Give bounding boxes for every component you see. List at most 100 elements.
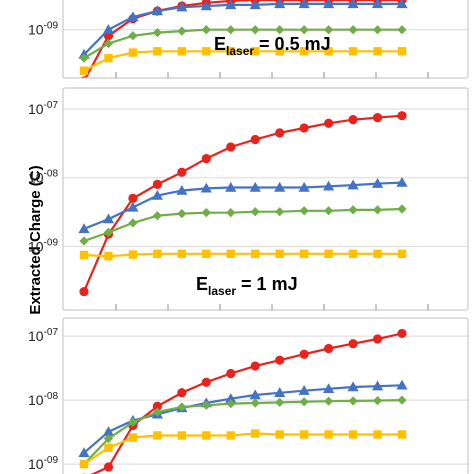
panel-1-series-4-point-6 <box>202 47 211 56</box>
panel-3-data <box>78 328 408 474</box>
panel-3-series-3-point-7 <box>226 399 236 409</box>
panel-3-series-3-point-8 <box>250 398 260 408</box>
panel-2-series-1-point-12 <box>348 115 358 125</box>
y-axis-label: Extracted Charge (C) <box>27 165 44 314</box>
panel-3-y-tick-label-1: 10-07 <box>28 327 58 344</box>
panel-1-series-3-point-6 <box>201 25 211 35</box>
panel-3-y-tick-label-2: 10-08 <box>28 391 58 408</box>
panel-2-series-3-point-5 <box>177 209 187 219</box>
panel-2-y-tick-label-1: 10-07 <box>28 100 58 117</box>
panel-1-series-3-point-7 <box>226 25 236 35</box>
panel-1-series-2-point-3 <box>127 11 139 22</box>
panel-2-y-tick-base-2: 10 <box>28 170 44 186</box>
panel-3-series-1-point-13 <box>372 334 383 344</box>
panel-2-series-4-point-9 <box>275 249 284 259</box>
panel-1-series-3-point-10 <box>299 25 309 35</box>
panel-1-series-3-point-12 <box>348 25 358 35</box>
panel-2-data <box>78 111 408 297</box>
panel-1-series-3-point-2 <box>103 38 114 49</box>
panel-2-series-3-point-7 <box>226 208 236 218</box>
panel-2-series-4-point-1 <box>79 250 89 260</box>
panel-2-frame <box>62 87 469 311</box>
panel-3-series-2-point-8 <box>249 389 261 400</box>
panel-2-series-1-point-6 <box>201 153 211 164</box>
panel-3-series-1-point-12 <box>348 339 358 349</box>
panel-2-series-3-point-9 <box>275 207 285 217</box>
panel-2-series-2-point-5 <box>176 184 188 195</box>
panel-1-series-2-point-14 <box>396 0 408 9</box>
panel-3-series-4-point-2 <box>104 443 113 452</box>
panel-1-series-4-point-7 <box>226 47 235 56</box>
panel-3-series-3-point-11 <box>324 396 334 406</box>
panel-2-series-2-point-4 <box>151 189 163 200</box>
panel-3-series-2-point-9 <box>274 387 286 397</box>
panel-1-series-2-point-2 <box>102 24 115 34</box>
panel-2-annotation: Elaser = 1 mJ <box>196 274 298 298</box>
panel-3-series-4-point-14 <box>397 430 407 439</box>
panel-1-data <box>78 0 408 78</box>
panel-3-series-4-point-6 <box>202 431 211 440</box>
panel-1-series-3-point-9 <box>275 25 285 35</box>
panel-3-series-4-point-13 <box>373 430 382 439</box>
panel-1-y-tick-exp-1: -09 <box>44 21 59 32</box>
panel-1-series-4-point-13 <box>373 47 382 56</box>
panel-2-series-1-point-9 <box>275 128 285 138</box>
panel-1-series-2-point-4 <box>151 5 163 16</box>
panel-2-series-1-point-8 <box>250 134 260 145</box>
panel-2-series-2-line <box>83 181 403 230</box>
panel-2-y-tick-base-1: 10 <box>28 101 44 117</box>
panel-3-series-1-point-5 <box>177 388 187 398</box>
panel-3-series-1-point-7 <box>226 368 236 379</box>
panel-1-series-4-point-10 <box>299 47 309 56</box>
panel-2-series-2-point-8 <box>249 181 261 192</box>
panel-2-series-4-point-11 <box>324 249 333 259</box>
panel-2-y-tick-label-3: 10-09 <box>28 237 58 254</box>
panel-2-series-3-point-4 <box>152 211 162 221</box>
panel-2-y-tick-label-2: 10-08 <box>28 169 58 186</box>
panel-2-series-4-point-4 <box>153 249 162 259</box>
panel-1-series-4-point-14 <box>397 47 407 56</box>
panel-3-series-1-point-10 <box>299 349 309 359</box>
panel-2-y-tick-exp-1: -07 <box>44 100 59 111</box>
panel-3-y-tick-base-3: 10 <box>28 456 44 472</box>
panel-2-series-2-point-13 <box>371 178 384 188</box>
panel-1-series-2-point-11 <box>323 0 335 9</box>
panel-3-series-4-point-4 <box>153 431 162 440</box>
panel-2-series-1-point-7 <box>226 142 236 152</box>
panel-3-series-1-point-9 <box>275 355 285 365</box>
panel-2-series-4-point-14 <box>397 249 407 259</box>
panel-3-series-1-point-6 <box>201 377 211 387</box>
panel-3-series-1-point-4 <box>152 401 162 411</box>
panel-1-series-2-point-7 <box>225 0 237 10</box>
panel-1-annotation-prefix: E <box>214 34 226 54</box>
panel-3-series-1-point-2 <box>103 462 114 472</box>
panel-1-series-4-point-2 <box>104 53 113 63</box>
panel-3-series-3-point-2 <box>103 434 114 444</box>
panel-2-annotation-value: = 1 mJ <box>236 274 298 294</box>
panel-1-series-2-point-10 <box>298 0 310 9</box>
panel-2-series-4-point-10 <box>299 249 309 259</box>
panel-3-series-4-point-5 <box>177 431 187 440</box>
panel-1-annotation-value: = 0.5 mJ <box>254 34 331 54</box>
panel-2-series-1-line <box>82 114 403 293</box>
panel-3-series-2-point-2 <box>102 426 115 436</box>
panel-2-series-3-point-1 <box>79 236 89 246</box>
panel-2-series-1-point-5 <box>177 167 187 177</box>
panel-3-series-2-point-10 <box>298 385 310 395</box>
panel-2-series-4-point-5 <box>177 249 187 259</box>
panel-2-series-3-point-6 <box>201 208 211 218</box>
panel-1-series-3-point-14 <box>397 25 407 35</box>
panel-3-series-2-point-14 <box>396 379 408 390</box>
panel-3-series-2-point-11 <box>323 383 335 394</box>
panel-2-series-4-point-13 <box>373 249 382 259</box>
panel-1-frame <box>62 0 469 79</box>
panel-2-series-1-point-10 <box>299 123 309 133</box>
panel-2-annotation-subscript: laser <box>208 284 236 298</box>
panel-2-series-2-point-3 <box>127 201 139 212</box>
panel-3-series-3-point-13 <box>372 396 383 406</box>
panel-1: 10-09 Elaser = 0.5 mJ <box>28 0 469 79</box>
panel-2-series-4-point-6 <box>202 249 211 259</box>
panel-2-y-tick-exp-2: -08 <box>44 169 59 180</box>
